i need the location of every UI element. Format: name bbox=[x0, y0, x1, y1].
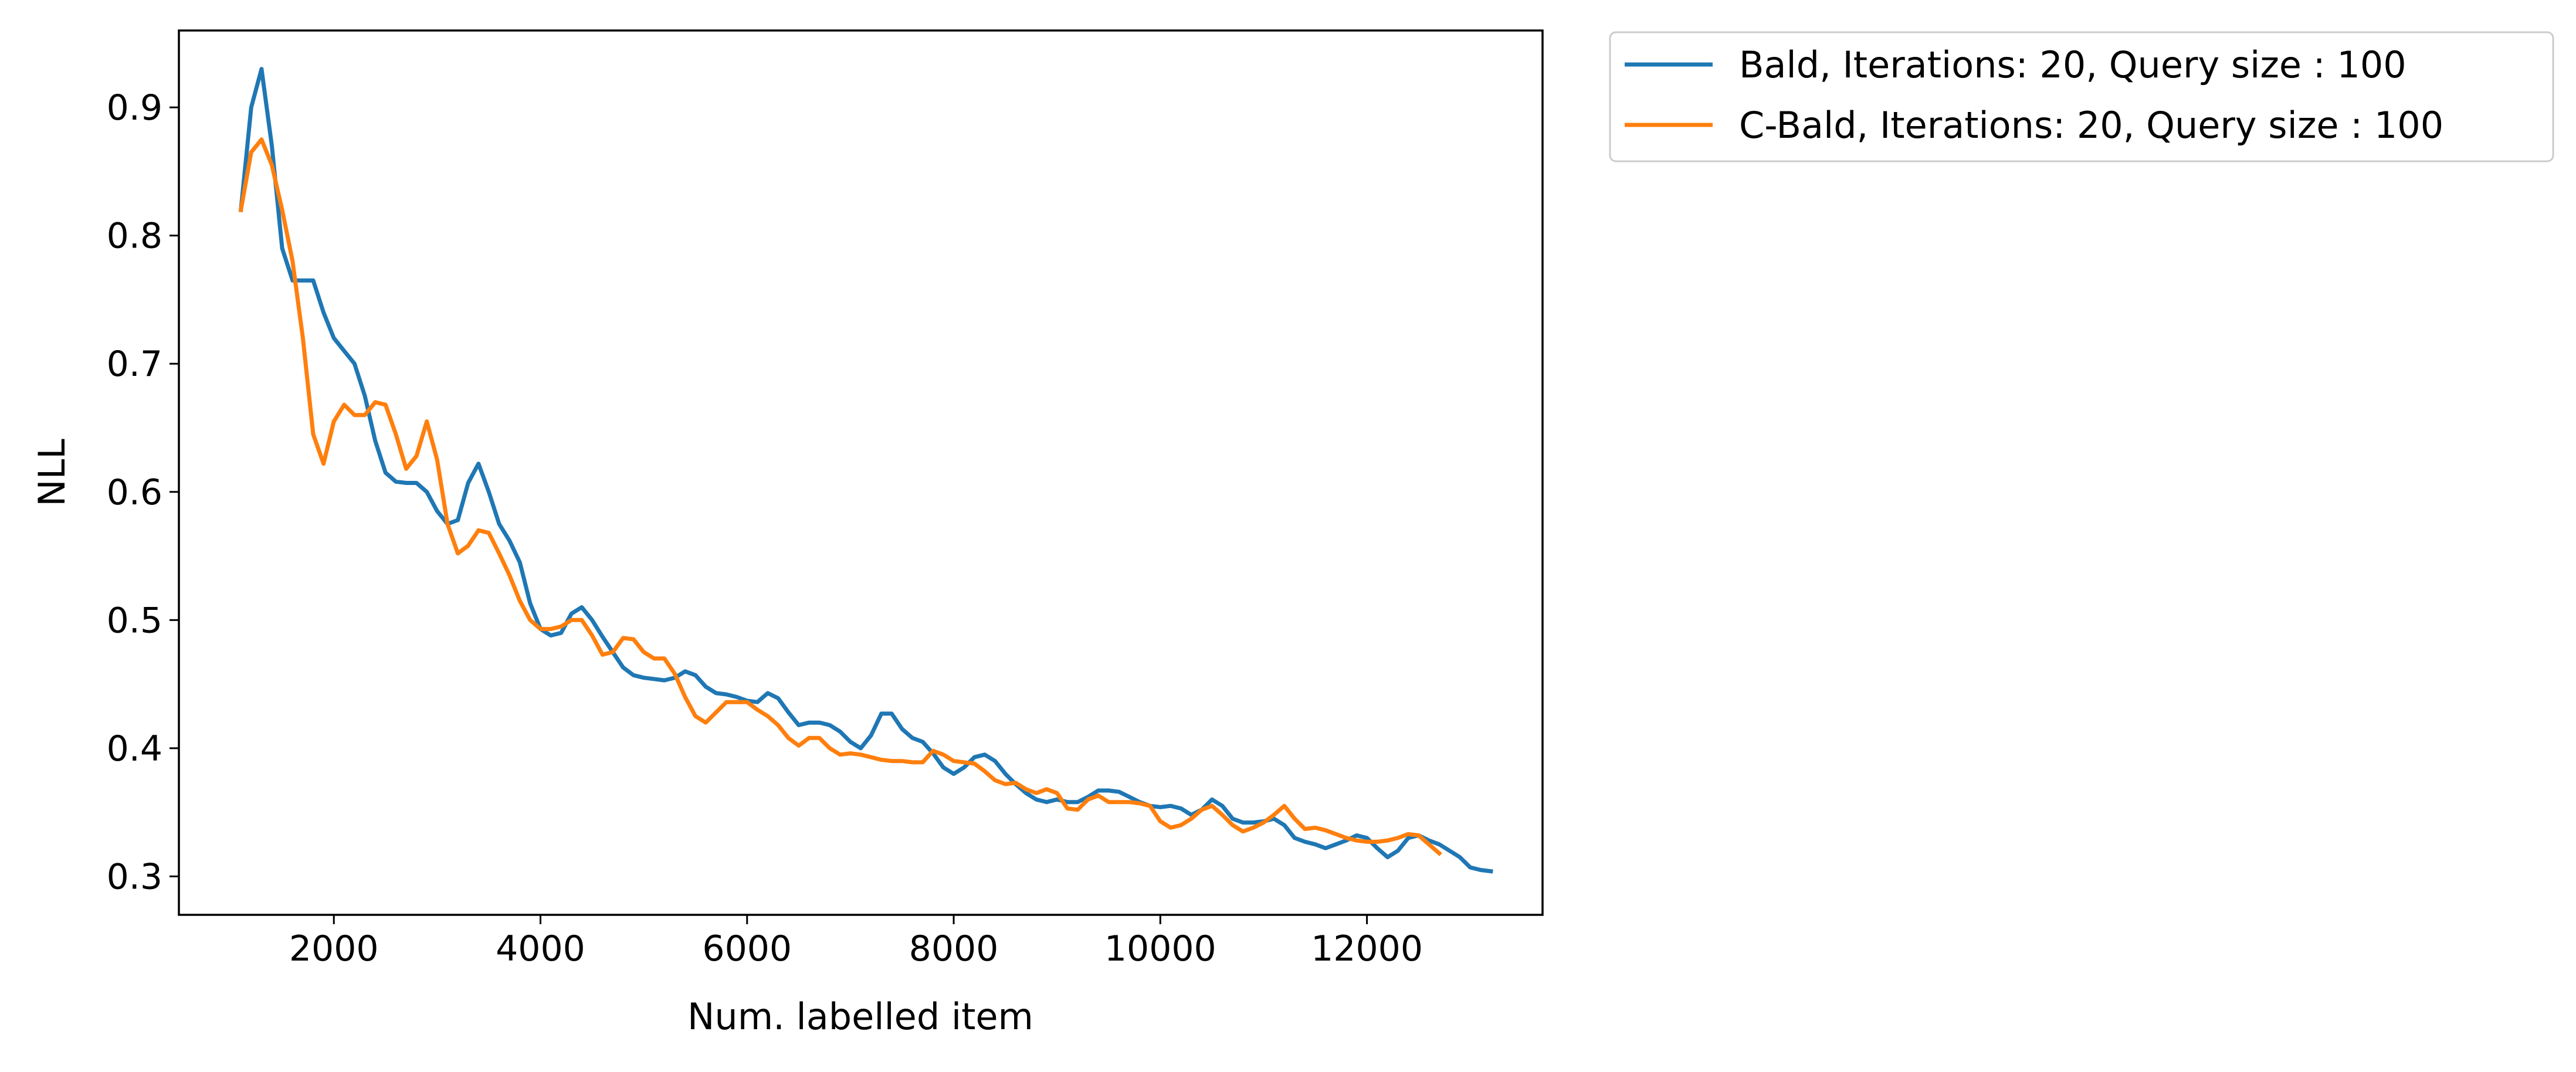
y-tick-label: 0.5 bbox=[107, 600, 162, 641]
x-axis-ticks: 2000 4000 6000 8000 10000 12000 bbox=[289, 915, 1423, 969]
series-line-c-bald bbox=[238, 137, 1442, 857]
x-tick-label: 4000 bbox=[496, 928, 585, 969]
plot-area-frame bbox=[178, 29, 1544, 916]
x-tick-label: 8000 bbox=[909, 928, 999, 969]
y-axis-ticks: 0.3 0.4 0.5 0.6 0.7 0.8 0.9 bbox=[107, 87, 179, 897]
plot-series-group bbox=[238, 67, 1493, 874]
x-tick-label: 12000 bbox=[1311, 928, 1423, 969]
x-tick-label: 2000 bbox=[289, 928, 379, 969]
y-axis-label: NLL bbox=[30, 439, 73, 507]
legend-box bbox=[1609, 31, 2554, 162]
x-tick-label: 10000 bbox=[1104, 928, 1216, 969]
legend-label-bald: Bald, Iterations: 20, Query size : 100 bbox=[1739, 43, 2406, 86]
x-tick-label: 6000 bbox=[702, 928, 792, 969]
legend-label-c-bald: C-Bald, Iterations: 20, Query size : 100 bbox=[1739, 104, 2443, 147]
y-tick-label: 0.4 bbox=[107, 728, 162, 769]
legend[interactable]: Bald, Iterations: 20, Query size : 100 C… bbox=[1609, 31, 2554, 162]
x-axis-label: Num. labelled item bbox=[687, 995, 1033, 1038]
y-tick-label: 0.6 bbox=[107, 472, 162, 513]
y-tick-label: 0.9 bbox=[107, 87, 162, 128]
y-tick-label: 0.3 bbox=[107, 856, 162, 897]
y-tick-label: 0.8 bbox=[107, 216, 162, 257]
y-tick-label: 0.7 bbox=[107, 344, 162, 385]
